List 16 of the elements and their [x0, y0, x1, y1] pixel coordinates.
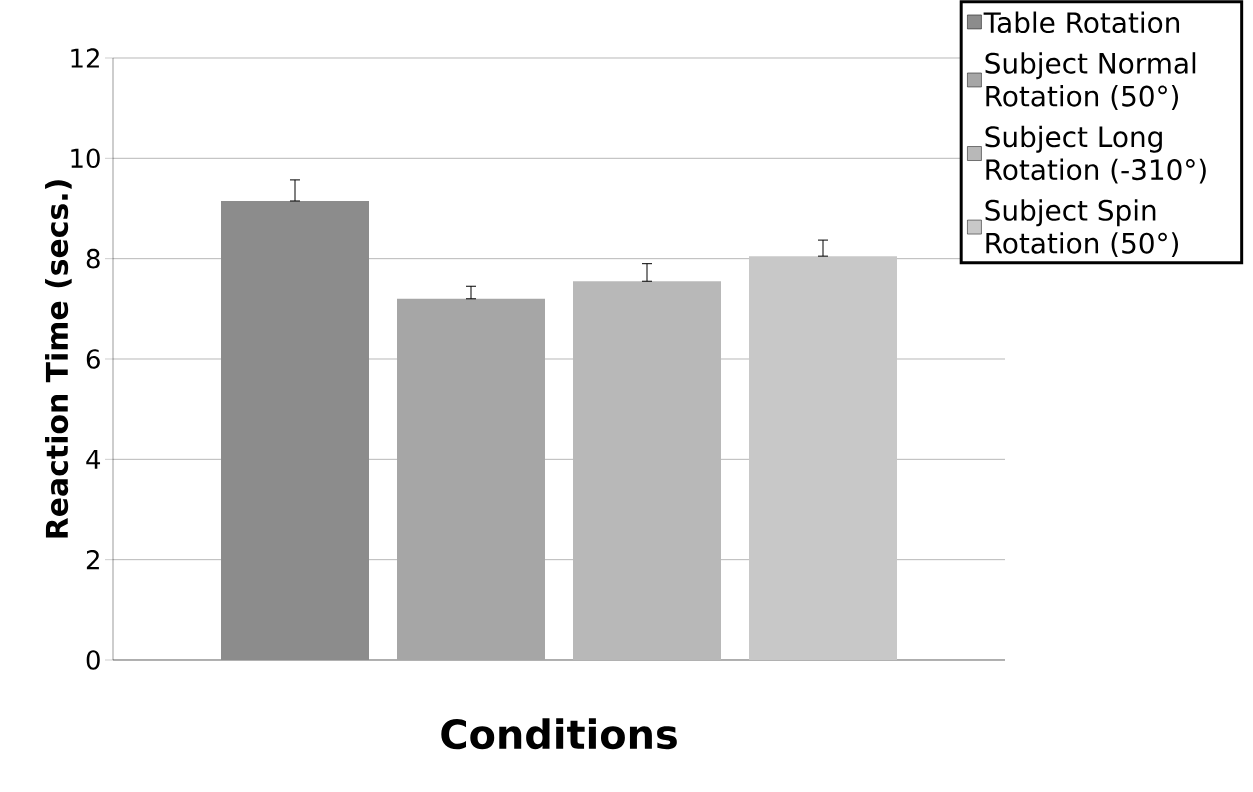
y-tick-label: 6: [86, 349, 100, 369]
bar: [221, 200, 369, 660]
legend-label: Subject Spin Rotation (50°): [985, 199, 1178, 258]
legend-label: Table Rotation: [983, 11, 1180, 34]
y-axis-title: Reaction Time (secs.): [45, 180, 72, 538]
bar: [749, 256, 898, 660]
y-tick-label: 4: [86, 449, 101, 469]
y-tick-label: 0: [86, 650, 100, 670]
legend-label: Subject Long Rotation (-310°): [985, 125, 1206, 184]
y-tick-label: 2: [86, 550, 99, 570]
bar: [573, 281, 721, 660]
y-tick-label: 10: [71, 148, 100, 169]
y-tick-label: 8: [86, 248, 100, 269]
x-axis-title: Conditions: [441, 718, 677, 750]
legend-label: Subject Normal Rotation (50°): [985, 52, 1196, 110]
y-tick-label: 12: [71, 48, 99, 68]
